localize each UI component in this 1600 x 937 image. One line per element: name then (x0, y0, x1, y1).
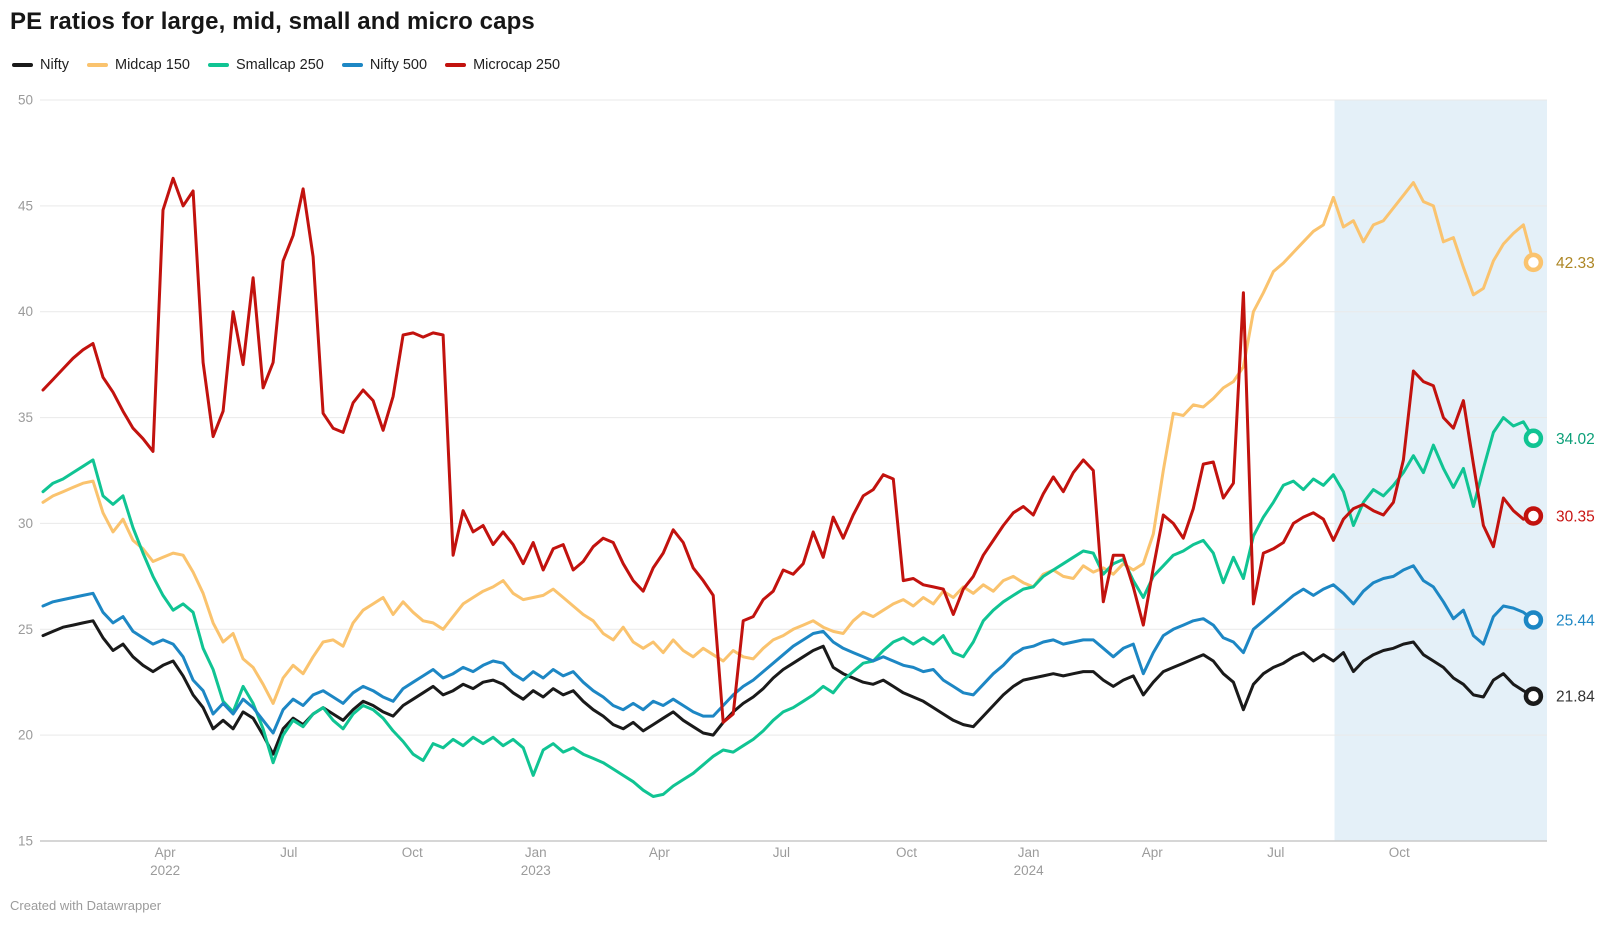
x-tick-label-jan2023: Jan (525, 845, 547, 860)
y-tick-label-30: 30 (18, 516, 33, 531)
legend-item-nifty-500: Nifty 500 (341, 57, 428, 73)
end-marker-smallcap-250 (1523, 428, 1544, 449)
end-marker-midcap-150 (1523, 252, 1544, 273)
legend-item-midcap-150: Midcap 150 (87, 57, 190, 73)
legend-label: Nifty 500 (369, 57, 428, 73)
end-marker-nifty-500 (1523, 610, 1544, 630)
legend-swatch-smallcap-250 (207, 63, 229, 67)
legend-label: Microcap 250 (473, 57, 561, 73)
end-marker-nifty (1523, 686, 1544, 706)
datawrapper-attribution: Created with Datawrapper (10, 898, 162, 913)
series-line-smallcap-250 (41, 416, 1535, 798)
x-tick-year-2023: 2023 (521, 863, 551, 878)
y-tick-label-20: 20 (18, 728, 33, 743)
highlight-region (1334, 100, 1547, 841)
end-marker-microcap-250 (1523, 506, 1544, 526)
x-tick-label-apr: Apr (649, 845, 671, 860)
legend-swatch-nifty-500 (341, 63, 363, 67)
x-tick-label-apr: Apr (1142, 845, 1164, 860)
y-tick-label-45: 45 (18, 198, 33, 213)
y-tick-label-50: 50 (18, 93, 33, 108)
y-tick-label-25: 25 (18, 622, 33, 637)
x-tick-label-jul: Jul (1267, 845, 1284, 860)
legend: Nifty Midcap 150 Smallcap 250 Nifty 500 … (12, 57, 560, 73)
x-tick-year-2024: 2024 (1014, 863, 1045, 878)
legend-swatch-microcap-250 (445, 63, 467, 67)
end-value-label-midcap-150: 42.33 (1556, 255, 1595, 272)
x-tick-label-oct: Oct (896, 845, 917, 860)
x-tick-label-jan2024: Jan (1018, 845, 1040, 860)
legend-label: Smallcap 250 (235, 57, 324, 73)
end-value-label-smallcap-250: 34.02 (1556, 431, 1595, 448)
legend-swatch-nifty (12, 63, 33, 67)
y-tick-label-35: 35 (18, 410, 33, 425)
x-tick-label-oct: Oct (402, 845, 423, 860)
x-tick-label-jul: Jul (280, 845, 297, 860)
end-value-label-nifty-500: 25.44 (1556, 613, 1595, 630)
x-tick-label-jul: Jul (773, 845, 790, 860)
end-value-label-nifty: 21.84 (1556, 689, 1595, 706)
x-tick-year-2022: 2022 (150, 863, 180, 878)
page-title: PE ratios for large, mid, small and micr… (10, 8, 535, 35)
legend-item-smallcap-250: Smallcap 250 (207, 57, 324, 73)
end-value-label-microcap-250: 30.35 (1556, 509, 1595, 526)
x-tick-label-apr2022: Apr (155, 845, 177, 860)
legend-item-nifty: Nifty (12, 57, 69, 73)
y-tick-label-40: 40 (18, 304, 33, 319)
legend-label: Midcap 150 (115, 57, 190, 73)
legend-swatch-midcap-150 (87, 63, 108, 67)
legend-label: Nifty (40, 57, 69, 73)
series-line-midcap-150 (41, 181, 1535, 705)
x-tick-label-oct: Oct (1389, 845, 1410, 860)
series-line-microcap-250 (41, 176, 1535, 724)
series-line-nifty (41, 619, 1535, 756)
series-line-nifty-500 (41, 564, 1535, 735)
y-tick-label-15: 15 (18, 834, 33, 849)
legend-item-microcap-250: Microcap 250 (445, 57, 560, 73)
